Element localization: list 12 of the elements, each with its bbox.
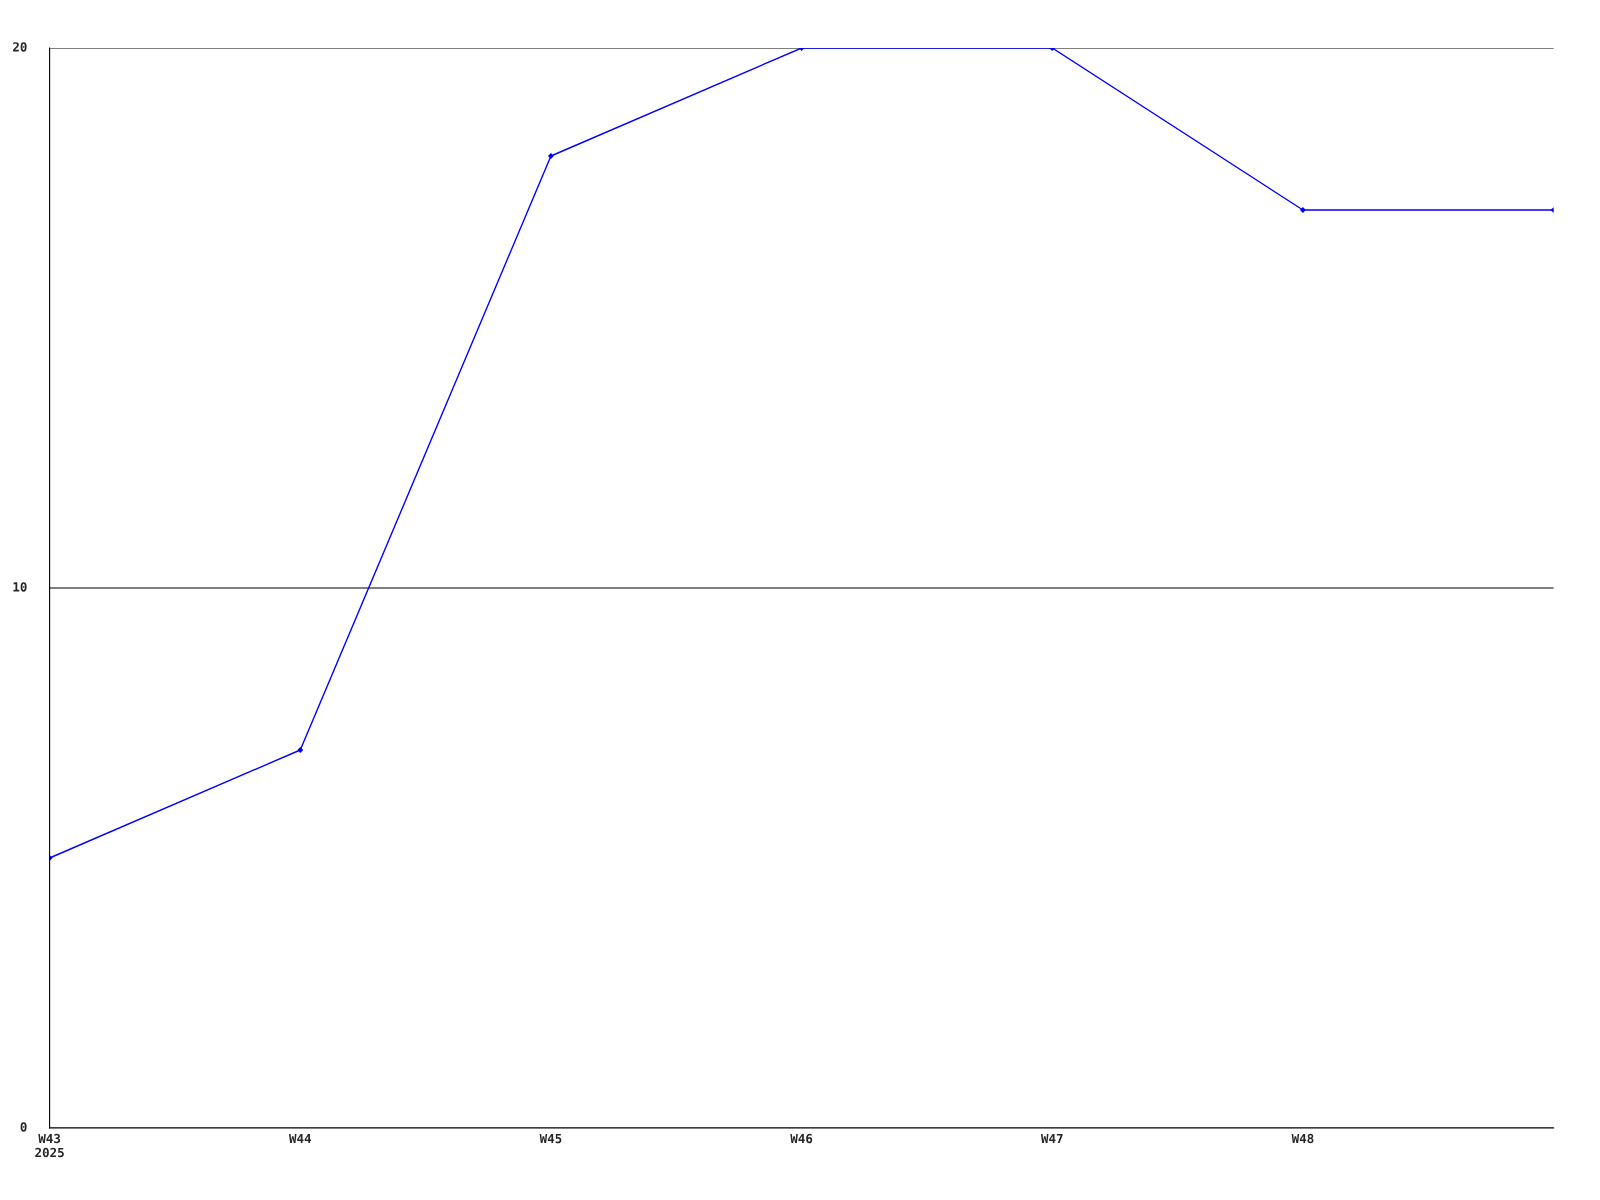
- x-tick-label: W43 2025: [35, 1133, 64, 1158]
- point: [547, 153, 554, 159]
- y-tick-label: 20: [13, 42, 27, 52]
- x-tick-label: W47: [1040, 1133, 1063, 1144]
- point: [297, 747, 304, 753]
- y-tick-label: 0: [20, 1122, 27, 1132]
- x-tick-label: W48: [1291, 1133, 1314, 1144]
- point: [1299, 207, 1306, 213]
- x-tick-label: W44: [288, 1133, 311, 1144]
- x-tick-label: W46: [790, 1133, 813, 1144]
- y-tick-label: 10: [13, 582, 27, 592]
- x-tick-label: W45: [539, 1133, 562, 1144]
